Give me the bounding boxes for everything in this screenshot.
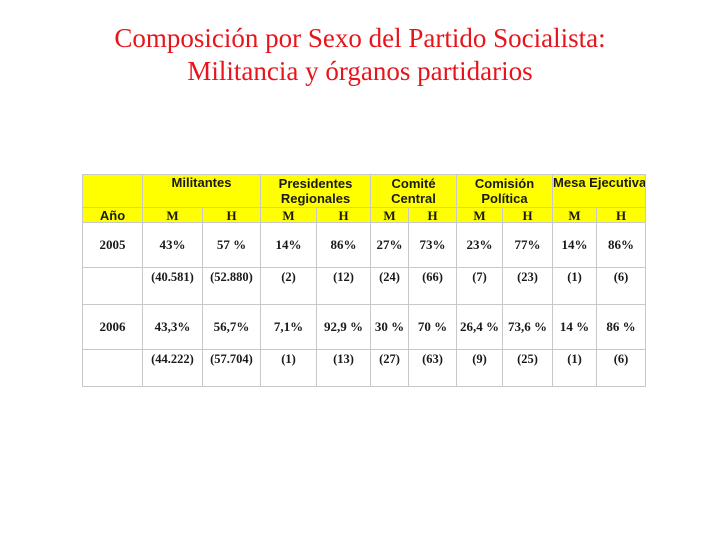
title-line-1: Composición por Sexo del Partido Sociali… [114,23,606,53]
cell-count: (27) [370,349,410,387]
cell-count: (1) [260,349,317,387]
cell-pct: 43% [142,222,203,268]
title-line-2: Militancia y órganos partidarios [187,56,533,86]
subheader-year: Año [82,207,143,223]
subheader-h: H [408,207,458,223]
year-cell: 2006 [82,304,143,350]
cell-pct: 86 % [596,304,647,350]
cell-pct: 23% [456,222,504,268]
cell-pct: 73,6 % [502,304,554,350]
cell-count: (2) [260,267,317,305]
cell-count: (40.581) [142,267,203,305]
cell-count: (1) [552,267,598,305]
subheader-h: H [202,207,261,223]
year-cell: 2005 [82,222,143,268]
cell-count: (44.222) [142,349,203,387]
cell-pct: 30 % [370,304,410,350]
cell-count: (13) [315,349,372,387]
cell-count: (23) [502,267,554,305]
subheader-h: H [502,207,554,223]
header-empty-cell [82,174,143,208]
empty-cell [82,267,143,305]
cell-count: (7) [456,267,504,305]
empty-cell [82,349,143,387]
subheader-h: H [315,207,372,223]
cell-pct: 86% [315,222,372,268]
table-row-2006-percent: 2006 43,3% 56,7% 7,1% 92,9 % 30 % 70 % 2… [82,304,647,350]
group-header-row: Militantes Presidentes Regionales Comité… [82,174,647,208]
subheader-m: M [456,207,504,223]
cell-count: (57.704) [202,349,261,387]
subheader-m: M [260,207,317,223]
cell-pct: 43,3% [142,304,203,350]
cell-pct: 14 % [552,304,598,350]
group-mesa-ejecutiva: Mesa Ejecutiva [552,174,647,208]
table-row-2005-count: (40.581) (52.880) (2) (12) (24) (66) (7)… [82,267,647,305]
table-row-2005-percent: 2005 43% 57 % 14% 86% 27% 73% 23% 77% 14… [82,222,647,268]
cell-pct: 57 % [202,222,261,268]
cell-pct: 26,4 % [456,304,504,350]
cell-pct: 70 % [408,304,458,350]
cell-pct: 7,1% [260,304,317,350]
slide-title: Composición por Sexo del Partido Sociali… [0,22,720,88]
cell-pct: 27% [370,222,410,268]
cell-count: (12) [315,267,372,305]
cell-pct: 14% [260,222,317,268]
cell-count: (63) [408,349,458,387]
cell-count: (25) [502,349,554,387]
group-militantes: Militantes [142,174,261,208]
subheader-m: M [370,207,410,223]
subheader-row: Año M H M H M H M H M H [82,207,647,223]
cell-count: (6) [596,267,647,305]
subheader-m: M [552,207,598,223]
cell-pct: 77% [502,222,554,268]
cell-count: (1) [552,349,598,387]
cell-count: (52.880) [202,267,261,305]
cell-count: (66) [408,267,458,305]
cell-count: (24) [370,267,410,305]
cell-pct: 73% [408,222,458,268]
cell-pct: 56,7% [202,304,261,350]
cell-count: (9) [456,349,504,387]
cell-count: (6) [596,349,647,387]
table-row-2006-count: (44.222) (57.704) (1) (13) (27) (63) (9)… [82,349,647,387]
cell-pct: 92,9 % [315,304,372,350]
group-comision-politica: Comisión Política [456,174,554,208]
subheader-m: M [142,207,203,223]
group-comite-central: Comité Central [370,174,458,208]
cell-pct: 14% [552,222,598,268]
subheader-h: H [596,207,647,223]
cell-pct: 86% [596,222,647,268]
group-presidentes-regionales: Presidentes Regionales [259,174,372,208]
composition-table: Militantes Presidentes Regionales Comité… [82,174,647,387]
